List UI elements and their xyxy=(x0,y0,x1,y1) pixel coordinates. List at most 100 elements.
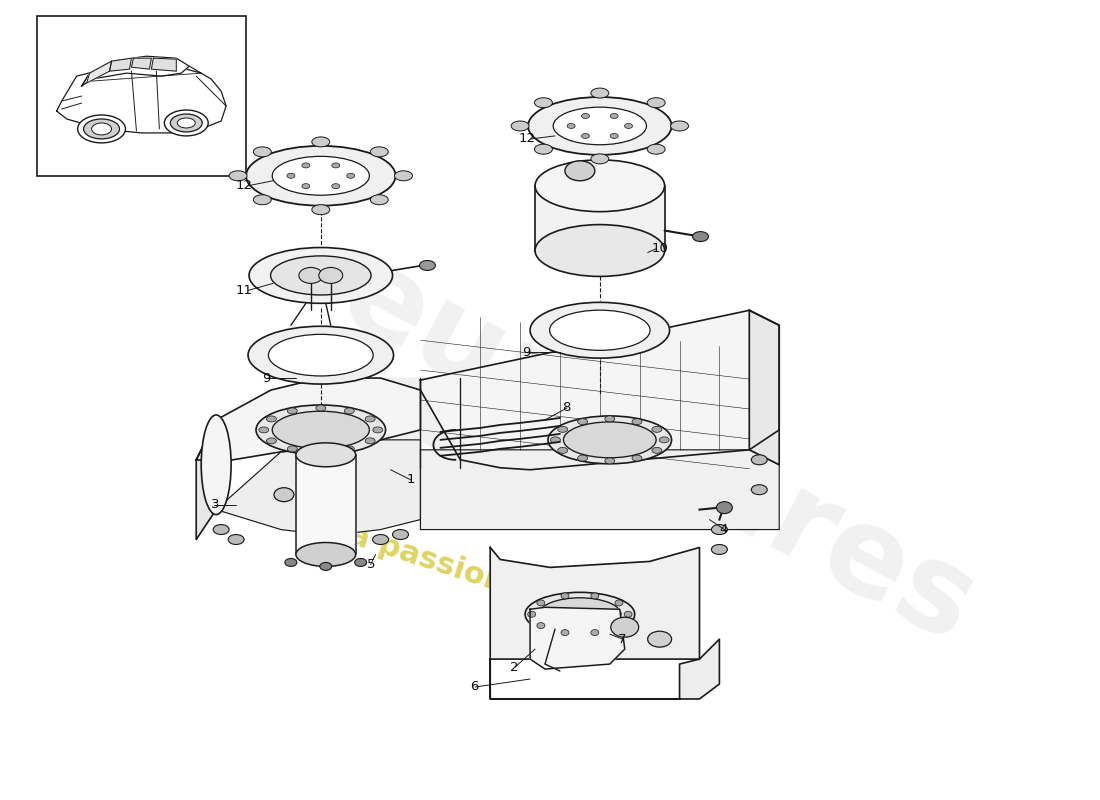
Ellipse shape xyxy=(568,123,575,129)
Text: 4: 4 xyxy=(719,523,728,536)
Ellipse shape xyxy=(285,558,297,566)
Ellipse shape xyxy=(249,247,393,303)
Ellipse shape xyxy=(582,134,590,138)
Ellipse shape xyxy=(373,427,383,433)
Ellipse shape xyxy=(253,194,272,205)
Ellipse shape xyxy=(287,408,297,414)
Ellipse shape xyxy=(535,144,552,154)
Ellipse shape xyxy=(582,114,590,118)
Ellipse shape xyxy=(615,600,623,606)
Polygon shape xyxy=(196,420,217,539)
Ellipse shape xyxy=(565,161,595,181)
Ellipse shape xyxy=(615,622,623,629)
Ellipse shape xyxy=(605,458,615,464)
Ellipse shape xyxy=(591,88,608,98)
Ellipse shape xyxy=(591,630,598,635)
Ellipse shape xyxy=(548,416,672,464)
Ellipse shape xyxy=(648,631,672,647)
Ellipse shape xyxy=(561,630,569,635)
Ellipse shape xyxy=(591,154,608,164)
Ellipse shape xyxy=(301,184,310,189)
Ellipse shape xyxy=(605,416,615,422)
Ellipse shape xyxy=(537,600,544,606)
Ellipse shape xyxy=(371,147,388,157)
Ellipse shape xyxy=(344,408,354,414)
Ellipse shape xyxy=(525,592,635,636)
Ellipse shape xyxy=(528,97,672,155)
Ellipse shape xyxy=(316,449,326,455)
Text: 2: 2 xyxy=(510,661,518,674)
Ellipse shape xyxy=(332,184,340,189)
Ellipse shape xyxy=(299,267,322,283)
Text: 10: 10 xyxy=(651,242,669,255)
Ellipse shape xyxy=(266,438,276,444)
Ellipse shape xyxy=(652,447,662,454)
Polygon shape xyxy=(749,310,779,465)
Ellipse shape xyxy=(632,455,642,461)
Ellipse shape xyxy=(249,326,394,384)
Polygon shape xyxy=(87,61,111,83)
Text: 6: 6 xyxy=(471,681,478,694)
Ellipse shape xyxy=(625,123,632,129)
Text: europàres: europàres xyxy=(322,232,998,668)
Ellipse shape xyxy=(228,534,244,545)
Ellipse shape xyxy=(287,446,297,452)
Bar xyxy=(36,16,246,176)
Ellipse shape xyxy=(578,418,587,425)
Polygon shape xyxy=(296,455,355,554)
Ellipse shape xyxy=(563,422,656,458)
Polygon shape xyxy=(110,58,132,71)
Ellipse shape xyxy=(712,545,727,554)
Polygon shape xyxy=(132,58,152,69)
Ellipse shape xyxy=(344,446,354,452)
Text: 5: 5 xyxy=(367,558,375,571)
Ellipse shape xyxy=(693,231,708,242)
Ellipse shape xyxy=(319,267,343,283)
Ellipse shape xyxy=(296,443,355,466)
Ellipse shape xyxy=(365,416,375,422)
Ellipse shape xyxy=(561,593,569,599)
Ellipse shape xyxy=(535,98,552,108)
Ellipse shape xyxy=(177,118,195,128)
Ellipse shape xyxy=(201,415,231,514)
Ellipse shape xyxy=(246,146,396,206)
Ellipse shape xyxy=(164,110,208,136)
Polygon shape xyxy=(420,450,779,530)
Ellipse shape xyxy=(419,261,436,270)
Ellipse shape xyxy=(647,98,666,108)
Ellipse shape xyxy=(558,426,568,432)
Ellipse shape xyxy=(578,455,587,461)
Ellipse shape xyxy=(528,611,536,618)
Text: a passion since 1985: a passion since 1985 xyxy=(345,520,695,658)
Ellipse shape xyxy=(311,205,330,214)
Text: 3: 3 xyxy=(211,498,219,511)
Text: 9: 9 xyxy=(263,371,271,385)
Ellipse shape xyxy=(632,418,642,425)
Ellipse shape xyxy=(365,438,375,444)
Polygon shape xyxy=(217,440,420,535)
Ellipse shape xyxy=(229,170,248,181)
Ellipse shape xyxy=(311,137,330,147)
Polygon shape xyxy=(81,56,189,86)
Ellipse shape xyxy=(91,123,111,135)
Ellipse shape xyxy=(354,558,366,566)
Ellipse shape xyxy=(296,542,355,566)
Polygon shape xyxy=(57,66,227,133)
Ellipse shape xyxy=(320,562,332,570)
Ellipse shape xyxy=(751,485,767,494)
Text: 12: 12 xyxy=(519,133,536,146)
Polygon shape xyxy=(491,547,700,659)
Ellipse shape xyxy=(647,144,666,154)
Ellipse shape xyxy=(253,147,272,157)
Ellipse shape xyxy=(373,534,388,545)
Ellipse shape xyxy=(537,622,544,629)
Ellipse shape xyxy=(512,121,529,131)
Ellipse shape xyxy=(652,426,662,432)
Ellipse shape xyxy=(170,114,202,132)
Ellipse shape xyxy=(624,611,632,618)
Polygon shape xyxy=(381,378,500,468)
Ellipse shape xyxy=(530,302,670,358)
Text: 12: 12 xyxy=(236,179,253,192)
Ellipse shape xyxy=(535,225,664,277)
Ellipse shape xyxy=(332,163,340,168)
